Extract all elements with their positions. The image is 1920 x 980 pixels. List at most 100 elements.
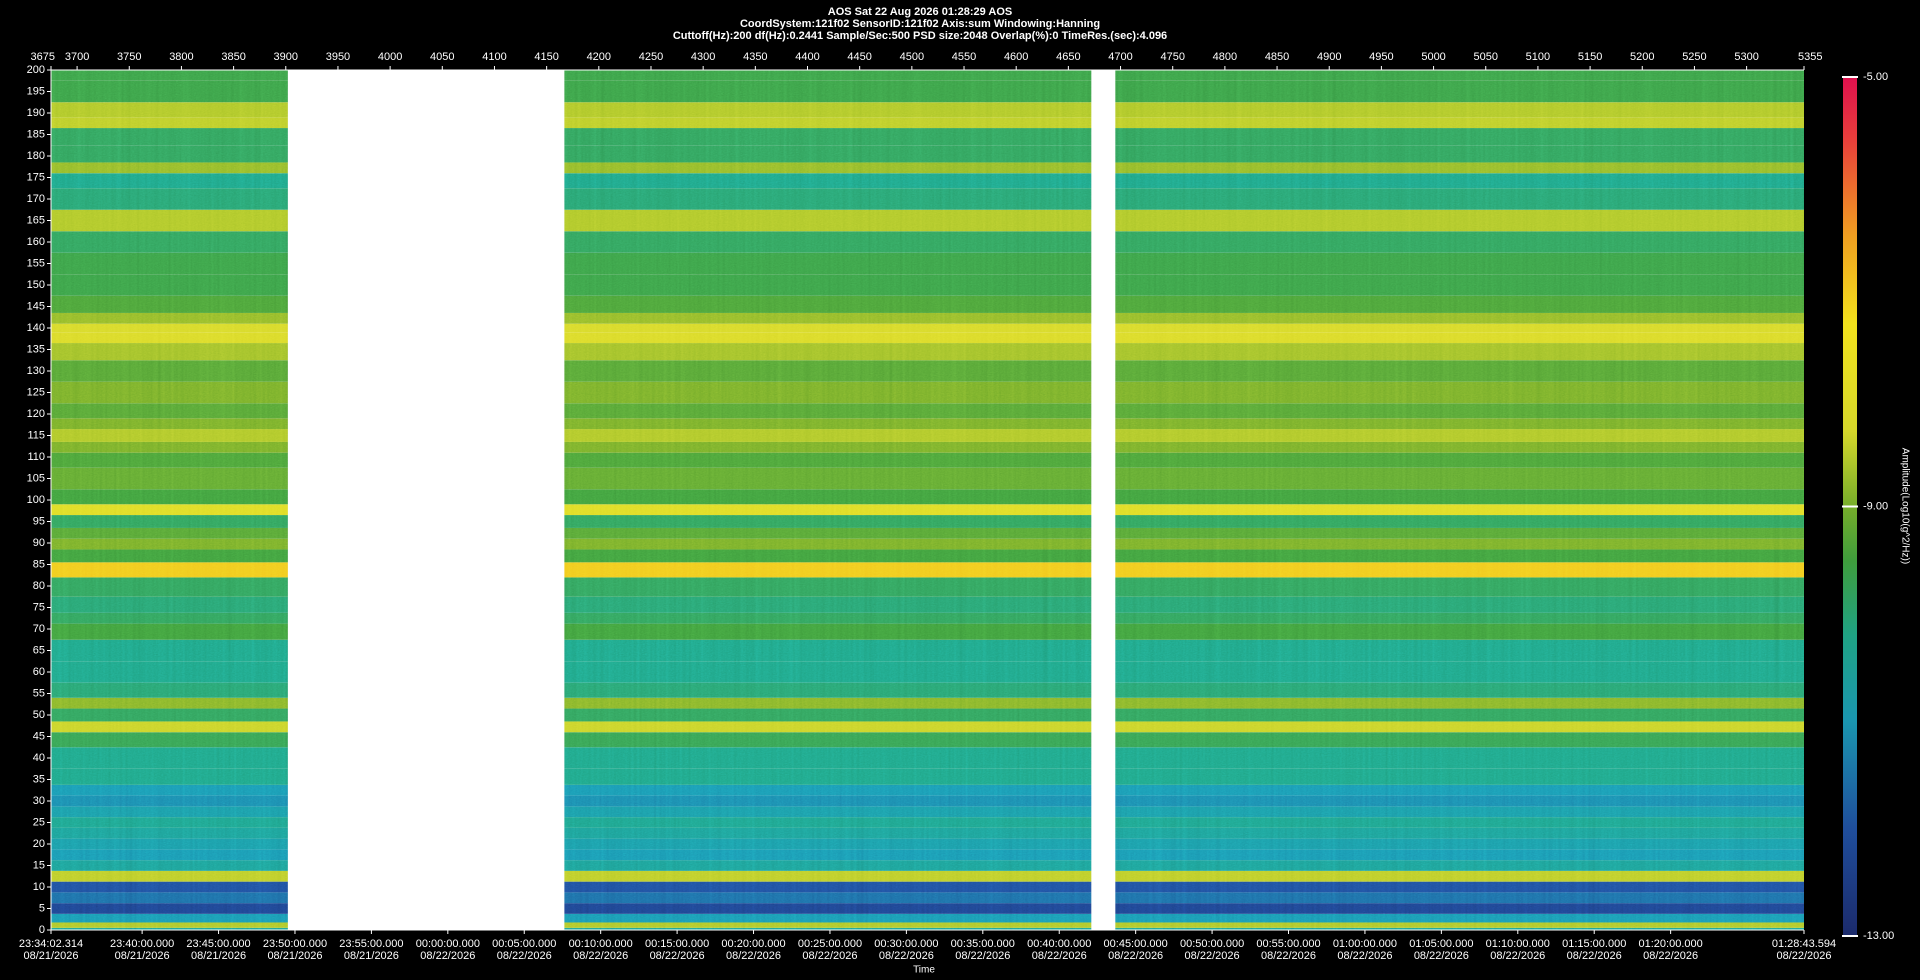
time-tick-date: 08/22/2026 <box>420 950 475 962</box>
x-tick-label: 4150 <box>534 51 558 63</box>
time-tick-date: 08/22/2026 <box>650 950 705 962</box>
x-tick-label: 4300 <box>691 51 715 63</box>
y-tick-label: 80 <box>33 580 45 592</box>
y-tick-label: 55 <box>33 687 45 699</box>
y-tick-label: 200 <box>27 64 45 76</box>
x-tick-label: 4850 <box>1265 51 1289 63</box>
time-tick-label: 23:40:00.000 <box>110 938 174 950</box>
y-tick-label: 120 <box>27 408 45 420</box>
y-tick-label: 75 <box>33 601 45 613</box>
time-tick-date: 08/22/2026 <box>955 950 1010 962</box>
time-tick-date: 08/22/2026 <box>1261 950 1316 962</box>
y-tick-label: 140 <box>27 322 45 334</box>
x-tick-label: 4600 <box>1004 51 1028 63</box>
x-tick-label: 5050 <box>1474 51 1498 63</box>
y-tick-label: 90 <box>33 537 45 549</box>
chart-title: AOS Sat 22 Aug 2026 01:28:29 AOS <box>828 6 1012 18</box>
x-tick-label: 4100 <box>482 51 506 63</box>
y-tick-label: 50 <box>33 709 45 721</box>
x-tick-label: 4650 <box>1056 51 1080 63</box>
y-tick-label: 115 <box>27 429 45 441</box>
x-tick-label: 5300 <box>1734 51 1758 63</box>
time-tick-label: 23:50:00.000 <box>263 938 327 950</box>
y-tick-label: 190 <box>27 107 45 119</box>
time-tick-date: 08/22/2026 <box>1414 950 1469 962</box>
time-tick-date: 08/22/2026 <box>879 950 934 962</box>
time-tick-date: 08/22/2026 <box>497 950 552 962</box>
y-tick-label: 10 <box>33 881 45 893</box>
colorbar-label: Amplitude(Log10(g^2/Hz)) <box>1899 448 1910 564</box>
y-tick-label: 95 <box>33 515 45 527</box>
time-tick-label: 01:20:00.000 <box>1639 938 1703 950</box>
x-tick-label: 3675 <box>31 51 55 63</box>
y-tick-label: 160 <box>27 236 45 248</box>
time-tick-date: 08/22/2026 <box>1776 950 1831 962</box>
time-tick-label: 01:00:00.000 <box>1333 938 1397 950</box>
x-tick-label: 3800 <box>169 51 193 63</box>
x-tick-label: 4900 <box>1317 51 1341 63</box>
x-tick-label: 5355 <box>1798 51 1822 63</box>
time-tick-label: 00:05:00.000 <box>492 938 556 950</box>
time-tick-label: 01:10:00.000 <box>1486 938 1550 950</box>
y-tick-label: 110 <box>27 451 45 463</box>
y-tick-label: 195 <box>27 85 45 97</box>
time-tick-date: 08/22/2026 <box>1108 950 1163 962</box>
time-tick-date: 08/22/2026 <box>1185 950 1240 962</box>
y-tick-label: 35 <box>33 773 45 785</box>
time-tick-label: 01:15:00.000 <box>1562 938 1626 950</box>
time-tick-label: 00:10:00.000 <box>569 938 633 950</box>
x-tick-label: 4000 <box>378 51 402 63</box>
time-tick-date: 08/21/2026 <box>267 950 322 962</box>
x-tick-label: 4050 <box>430 51 454 63</box>
y-tick-label: 60 <box>33 666 45 678</box>
y-tick-label: 170 <box>27 193 45 205</box>
y-tick-label: 70 <box>33 623 45 635</box>
x-tick-label: 5000 <box>1421 51 1445 63</box>
x-tick-label: 5150 <box>1578 51 1602 63</box>
time-tick-label: 00:50:00.000 <box>1180 938 1244 950</box>
time-tick-label: 00:55:00.000 <box>1256 938 1320 950</box>
time-tick-date: 08/22/2026 <box>1643 950 1698 962</box>
time-tick-label: 00:30:00.000 <box>874 938 938 950</box>
y-tick-label: 25 <box>33 816 45 828</box>
info-line: Cuttoff(Hz):200 df(Hz):0.2441 Sample/Sec… <box>673 30 1167 42</box>
y-tick-label: 45 <box>33 730 45 742</box>
y-tick-label: 165 <box>27 214 45 226</box>
time-tick-date: 08/22/2026 <box>573 950 628 962</box>
y-tick-label: 40 <box>33 752 45 764</box>
time-tick-date: 08/21/2026 <box>191 950 246 962</box>
time-tick-date: 08/21/2026 <box>115 950 170 962</box>
x-tick-label: 4750 <box>1160 51 1184 63</box>
time-tick-label: 01:28:43.594 <box>1772 938 1836 950</box>
y-tick-label: 175 <box>27 171 45 183</box>
time-tick-label: 00:25:00.000 <box>798 938 862 950</box>
time-tick-date: 08/22/2026 <box>1337 950 1392 962</box>
y-tick-label: 85 <box>33 558 45 570</box>
y-tick-label: 20 <box>33 838 45 850</box>
time-tick-label: 00:00:00.000 <box>416 938 480 950</box>
time-tick-label: 23:34:02.314 <box>19 938 83 950</box>
time-tick-label: 23:45:00.000 <box>186 938 250 950</box>
time-tick-label: 00:40:00.000 <box>1027 938 1091 950</box>
x-tick-label: 4800 <box>1213 51 1237 63</box>
time-tick-label: 23:55:00.000 <box>339 938 403 950</box>
x-tick-label: 3700 <box>65 51 89 63</box>
info-line: CoordSystem:121f02 SensorID:121f02 Axis:… <box>740 18 1100 30</box>
x-tick-label: 4350 <box>743 51 767 63</box>
y-tick-label: 5 <box>39 902 45 914</box>
y-tick-label: 125 <box>27 386 45 398</box>
y-tick-label: 180 <box>27 150 45 162</box>
time-tick-label: 00:45:00.000 <box>1104 938 1168 950</box>
plot-area <box>51 70 1804 930</box>
y-tick-label: 0 <box>39 924 45 936</box>
x-tick-label: 4550 <box>952 51 976 63</box>
x-axis-label: Time <box>913 965 935 976</box>
y-tick-label: 105 <box>27 472 45 484</box>
time-tick-label: 00:35:00.000 <box>951 938 1015 950</box>
x-tick-label: 4250 <box>639 51 663 63</box>
y-tick-label: 30 <box>33 795 45 807</box>
time-tick-date: 08/22/2026 <box>1032 950 1087 962</box>
y-tick-label: 145 <box>27 300 45 312</box>
time-tick-date: 08/21/2026 <box>23 950 78 962</box>
y-tick-label: 155 <box>27 257 45 269</box>
